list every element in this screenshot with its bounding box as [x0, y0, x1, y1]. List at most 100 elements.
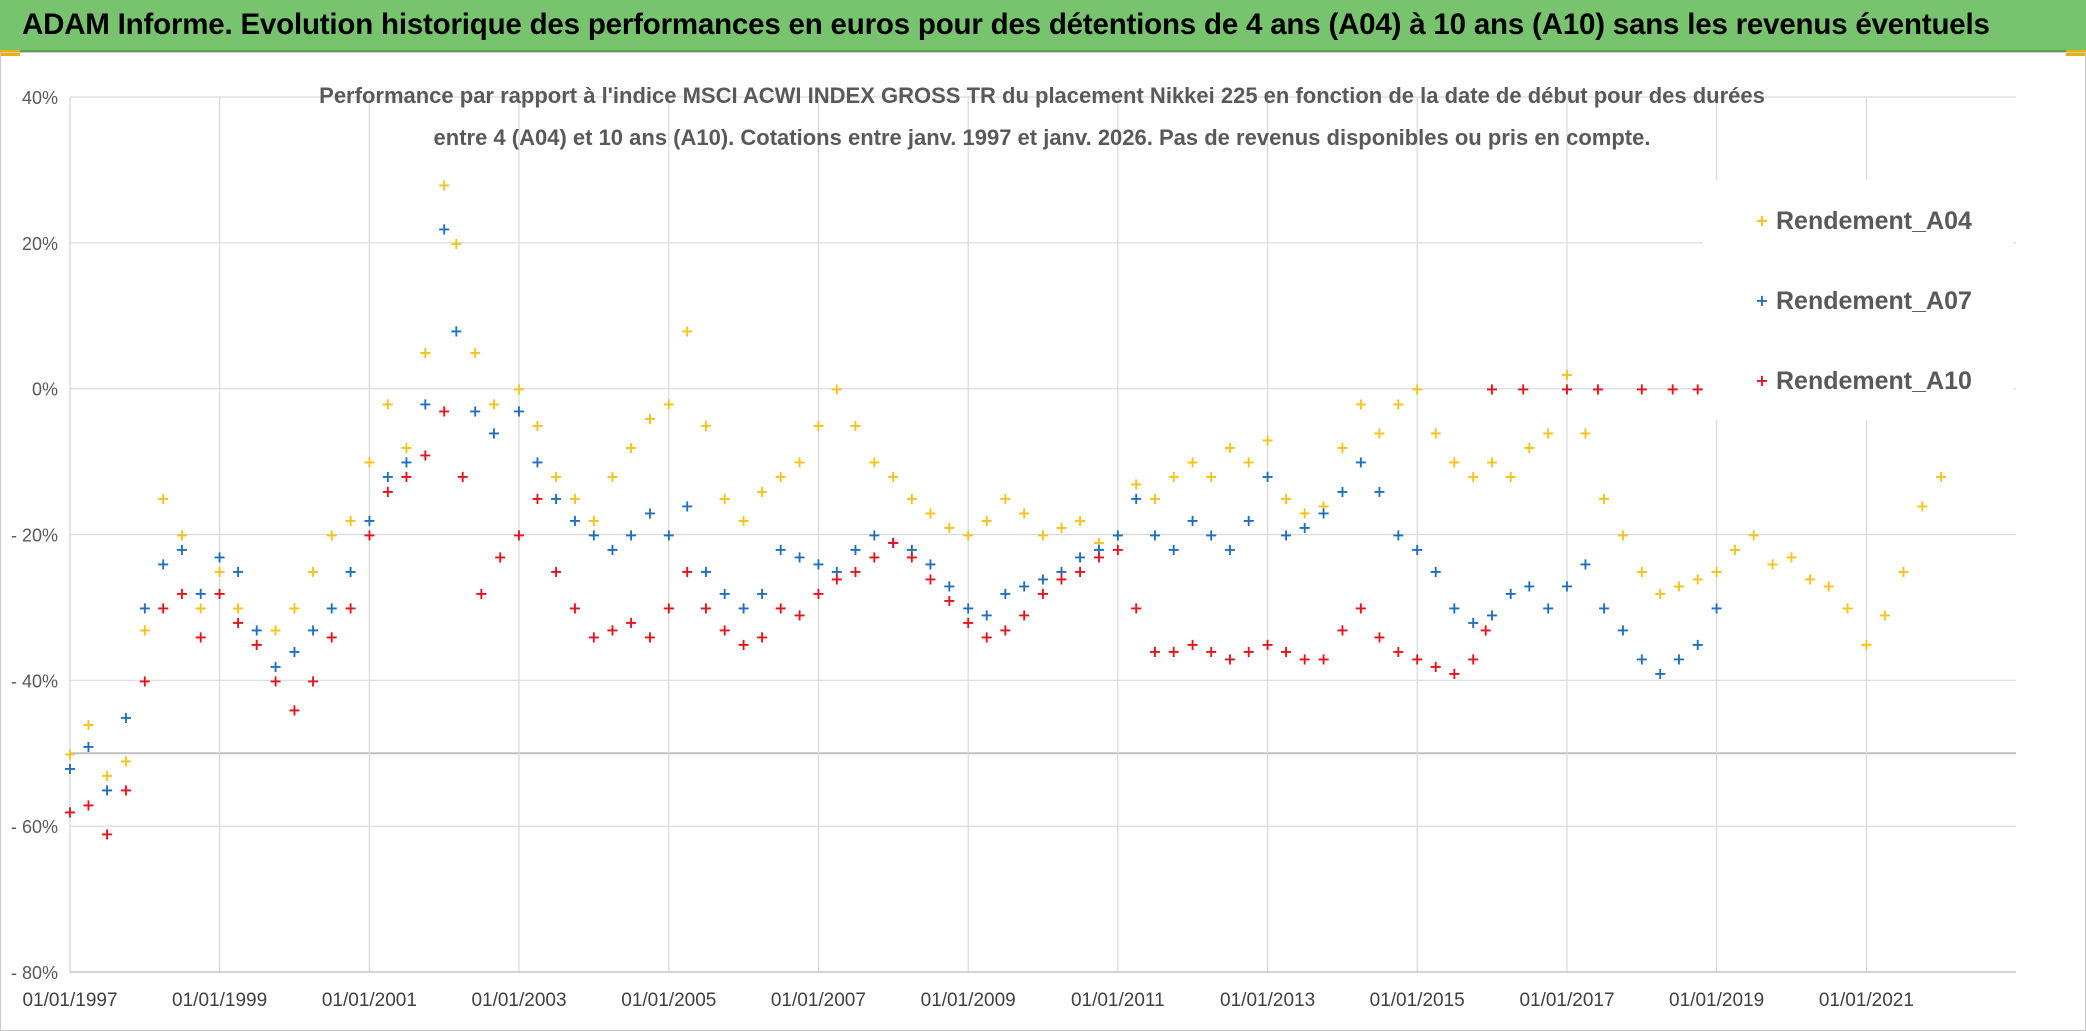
data-point: + [718, 489, 731, 508]
x-tick-label: 01/01/2021 [1819, 990, 1914, 1011]
data-point: + [1485, 380, 1498, 399]
data-point: + [1635, 649, 1648, 668]
data-point: + [231, 562, 244, 581]
data-point: + [905, 540, 918, 559]
data-point: + [549, 562, 562, 581]
data-point: + [250, 635, 263, 654]
data-point: + [587, 628, 600, 647]
data-point: + [1466, 613, 1479, 632]
data-point: + [830, 380, 843, 399]
data-point: + [1167, 467, 1180, 486]
data-point: + [793, 453, 806, 472]
data-point: + [718, 620, 731, 639]
data-point: + [1111, 526, 1124, 545]
data-point: + [1429, 657, 1442, 676]
y-tick-label: 0% [32, 380, 58, 400]
data-point: + [1616, 526, 1629, 545]
data-point: + [1223, 438, 1236, 457]
legend-box [1703, 180, 2013, 420]
data-point: + [643, 628, 656, 647]
right-corner-accent [2066, 50, 2086, 56]
data-point: + [1429, 562, 1442, 581]
data-point: + [1205, 467, 1218, 486]
data-point: + [487, 394, 500, 413]
data-point: + [1485, 606, 1498, 625]
data-point: + [1279, 489, 1292, 508]
data-point: + [1429, 423, 1442, 442]
data-point: + [1654, 664, 1667, 683]
x-tick-label: 01/01/2019 [1669, 990, 1764, 1011]
data-point: + [1130, 474, 1143, 493]
data-point: + [774, 467, 787, 486]
data-point: + [363, 511, 376, 530]
data-point: + [419, 394, 432, 413]
data-point: + [63, 803, 76, 822]
data-point: + [325, 526, 338, 545]
y-tick-label: - 40% [11, 671, 58, 691]
data-point: + [1579, 555, 1592, 574]
data-point: + [1111, 540, 1124, 559]
data-point: + [943, 518, 956, 537]
data-point: + [1616, 620, 1629, 639]
data-point: + [868, 453, 881, 472]
data-point: + [568, 511, 581, 530]
data-point: + [1410, 649, 1423, 668]
data-point: + [662, 526, 675, 545]
data-point: + [1485, 453, 1498, 472]
data-point: + [943, 591, 956, 610]
y-tick-label: - 60% [11, 817, 58, 837]
data-point: + [213, 562, 226, 581]
data-point: + [1597, 489, 1610, 508]
data-point: + [63, 759, 76, 778]
data-point: + [1504, 467, 1517, 486]
data-point: + [363, 526, 376, 545]
data-point: + [1354, 394, 1367, 413]
data-point: + [681, 321, 694, 340]
data-point: + [681, 496, 694, 515]
data-point: + [400, 467, 413, 486]
data-point: + [793, 606, 806, 625]
data-point: + [437, 219, 450, 238]
data-point: + [830, 569, 843, 588]
data-point: + [250, 620, 263, 639]
data-point: + [1591, 380, 1604, 399]
data-point: + [606, 540, 619, 559]
left-corner-accent [0, 50, 20, 56]
data-point: + [1523, 438, 1536, 457]
data-point: + [344, 598, 357, 617]
data-point: + [886, 467, 899, 486]
data-point: + [1410, 380, 1423, 399]
data-point: + [437, 176, 450, 195]
data-point: + [1635, 380, 1648, 399]
data-point: + [306, 671, 319, 690]
data-point: + [157, 598, 170, 617]
data-point: + [1728, 540, 1741, 559]
data-point: + [1186, 511, 1199, 530]
data-point: + [213, 584, 226, 603]
data-point: + [1336, 620, 1349, 639]
data-point: + [1073, 547, 1086, 566]
data-point: + [487, 423, 500, 442]
data-point: + [1055, 569, 1068, 588]
data-point: + [1148, 489, 1161, 508]
data-point: + [475, 584, 488, 603]
data-point: + [100, 766, 113, 785]
data-point: + [468, 402, 481, 421]
data-point: + [1073, 511, 1086, 530]
data-point: + [643, 409, 656, 428]
data-point: + [175, 540, 188, 559]
data-point: + [306, 562, 319, 581]
data-point: + [1878, 606, 1891, 625]
chart-title-line-2: entre 4 (A04) et 10 ans (A10). Cotations… [434, 125, 1651, 150]
data-point: + [531, 453, 544, 472]
data-point: + [325, 598, 338, 617]
data-point: + [1560, 380, 1573, 399]
data-point: + [1666, 380, 1679, 399]
data-point: + [1092, 547, 1105, 566]
data-point: + [624, 526, 637, 545]
data-point: + [1073, 562, 1086, 581]
data-point: + [681, 562, 694, 581]
data-point: + [1448, 664, 1461, 683]
data-point: + [1766, 555, 1779, 574]
data-point: + [606, 620, 619, 639]
